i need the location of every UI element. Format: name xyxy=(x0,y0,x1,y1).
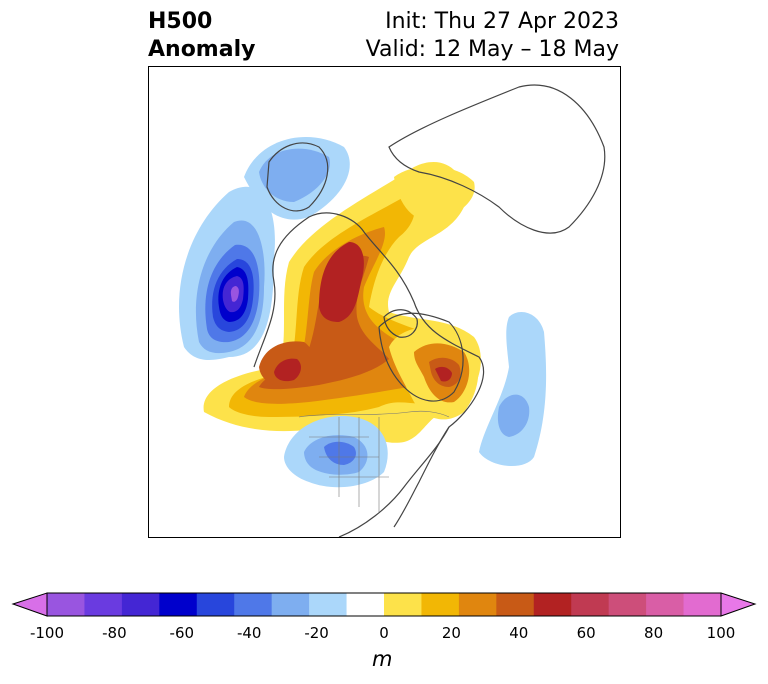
colorbar-tick-label: 20 xyxy=(441,624,461,642)
colorbar-segment xyxy=(47,593,85,616)
colorbar-tick-label: -80 xyxy=(102,624,127,642)
colorbar-segment xyxy=(496,593,535,616)
colorbar-segments xyxy=(47,593,722,616)
coastline-hudson-bay xyxy=(383,309,418,338)
colorbar-segment xyxy=(121,593,160,616)
anomaly-labrador-l4 xyxy=(435,366,452,382)
colorbar-segment xyxy=(571,593,610,616)
coastlines xyxy=(253,84,606,537)
colorbar-segment xyxy=(196,593,235,616)
coastline-greenland xyxy=(378,312,464,402)
colorbar-over-arrow xyxy=(720,592,757,617)
coastline-us-east xyxy=(393,426,450,528)
anomaly-pnw-l2 xyxy=(274,358,301,382)
anomaly-atlantic-l1 xyxy=(479,312,547,467)
anomaly-russia-l1 xyxy=(394,166,475,222)
anomaly-us-l3 xyxy=(324,441,356,465)
map-svg xyxy=(179,84,606,537)
valid-range: Valid: 12 May – 18 May xyxy=(365,37,619,62)
colorbar-segment xyxy=(346,593,385,616)
colorbar-segment xyxy=(533,593,572,616)
title-line-1: H500 xyxy=(148,9,213,34)
date-info: Init: Thu 27 Apr 2023 Valid: 12 May – 18… xyxy=(366,8,619,64)
colorbar-segment xyxy=(458,593,497,616)
anomaly-map xyxy=(148,66,621,538)
chart-title: H500 Anomaly xyxy=(148,8,255,64)
coastline-eurasia xyxy=(388,84,606,234)
colorbar-segment xyxy=(608,593,647,616)
anomaly-canada-l5 xyxy=(319,242,364,322)
colorbar-tick-label: 100 xyxy=(706,624,736,642)
colorbar-tick-label: 0 xyxy=(379,624,389,642)
colorbar-segment xyxy=(683,593,722,616)
colorbar-segment xyxy=(234,593,273,616)
colorbar-tick-label: -20 xyxy=(304,624,329,642)
colorbar-frame xyxy=(46,592,722,617)
colorbar-tick-label: 80 xyxy=(644,624,664,642)
coastline-north-america xyxy=(253,212,485,537)
colorbar-tick-label: -40 xyxy=(236,624,262,642)
colorbar-tick-label: 40 xyxy=(509,624,529,642)
init-date: Init: Thu 27 Apr 2023 xyxy=(385,9,619,34)
colorbar-segment xyxy=(309,593,348,616)
colorbar-segment xyxy=(384,593,422,616)
colorbar-tick-label: -60 xyxy=(169,624,195,642)
colorbar-under-arrow xyxy=(11,592,48,617)
anomaly-alaska-mid xyxy=(259,148,330,202)
colorbar-segment xyxy=(646,593,685,616)
colorbar-tick-label: 60 xyxy=(576,624,596,642)
borders xyxy=(298,410,450,512)
title-line-2: Anomaly xyxy=(148,37,256,62)
colorbar-segment xyxy=(271,593,310,616)
border-canada-us xyxy=(298,410,450,418)
colorbar-segment xyxy=(421,593,460,616)
colorbar-segment xyxy=(84,593,123,616)
colorbar-tick-label: -100 xyxy=(29,624,65,642)
colorbar xyxy=(11,592,757,617)
colorbar-segment xyxy=(159,593,198,616)
anomaly-atlantic-l2 xyxy=(497,394,530,437)
border-state-lines xyxy=(309,417,389,512)
coastline-alaska xyxy=(266,142,329,212)
anomaly-pacific-l7 xyxy=(230,286,239,302)
colorbar-units: m xyxy=(372,647,393,671)
